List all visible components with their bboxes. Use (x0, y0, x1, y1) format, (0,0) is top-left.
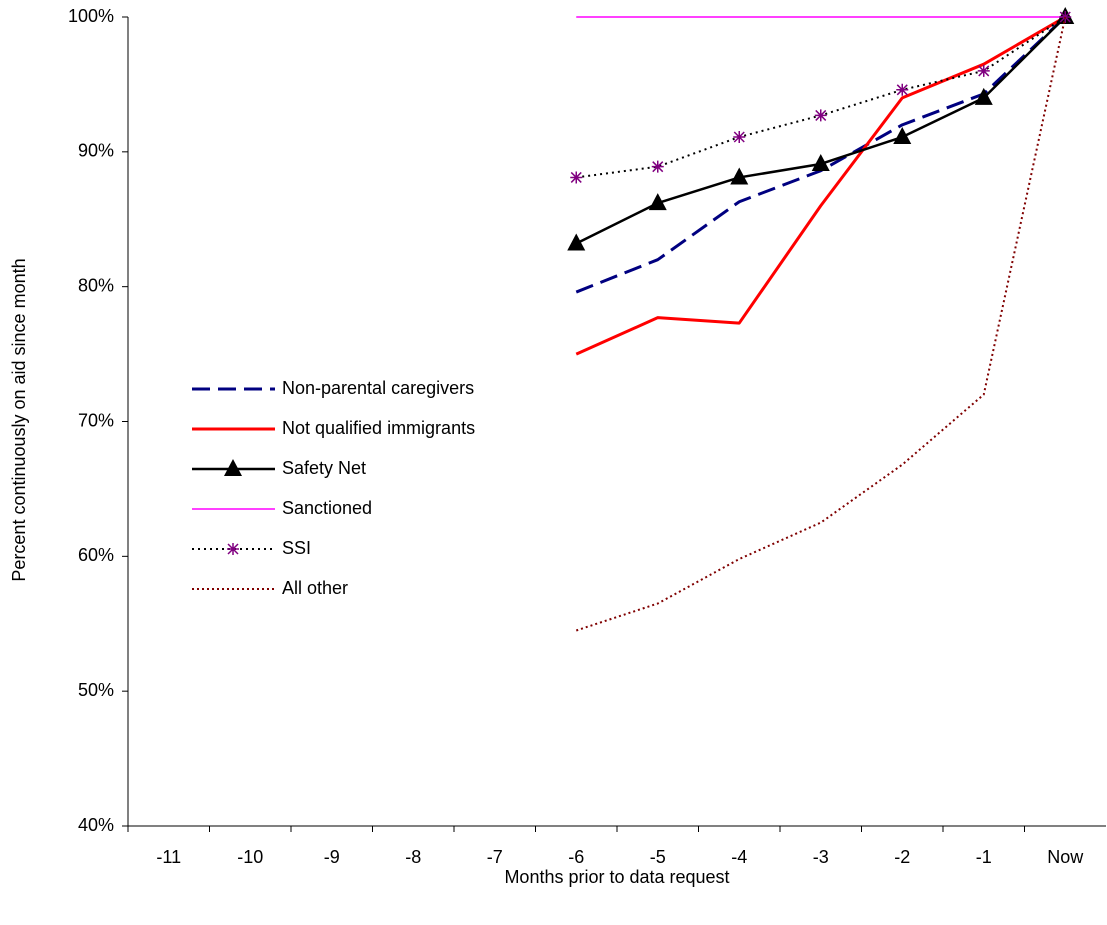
marker (814, 109, 827, 122)
marker (974, 87, 993, 105)
legend-label: All other (282, 578, 348, 598)
x-tick-label: -4 (731, 847, 747, 867)
x-tick-label: -3 (813, 847, 829, 867)
marker (730, 167, 749, 185)
marker (811, 153, 830, 171)
y-tick-label: 80% (78, 275, 114, 295)
marker (570, 171, 583, 184)
series-line (575, 16, 1067, 632)
x-axis-label: Months prior to data request (504, 867, 729, 887)
x-tick-label: -11 (156, 847, 181, 867)
y-axis-label: Percent continuously on aid since month (9, 258, 29, 581)
legend-label: Not qualified immigrants (282, 418, 475, 438)
legend-label: Non-parental caregivers (282, 378, 474, 398)
legend-marker (224, 459, 242, 476)
series-line (575, 15, 1067, 356)
marker (896, 83, 909, 96)
x-tick-label: -5 (650, 847, 666, 867)
x-tick-label: -9 (324, 847, 340, 867)
legend-label: Sanctioned (282, 498, 372, 518)
legend-marker (227, 543, 239, 555)
marker (977, 64, 990, 77)
x-tick-label: -7 (487, 847, 503, 867)
series-line (576, 16, 1066, 179)
legend-label: Safety Net (282, 458, 366, 478)
y-tick-label: 90% (78, 141, 114, 161)
marker (651, 160, 664, 173)
y-tick-label: 70% (78, 410, 114, 430)
y-tick-label: 40% (78, 815, 114, 835)
legend-label: SSI (282, 538, 311, 558)
y-tick-label: 60% (78, 545, 114, 565)
x-tick-label: -6 (568, 847, 584, 867)
marker (648, 193, 667, 211)
marker (733, 131, 746, 144)
x-tick-label: -2 (894, 847, 910, 867)
marker (893, 127, 912, 145)
x-tick-label: Now (1047, 847, 1084, 867)
y-tick-label: 50% (78, 680, 114, 700)
x-tick-label: -8 (405, 847, 421, 867)
x-tick-label: -1 (976, 847, 992, 867)
marker (567, 233, 586, 251)
x-tick-label: -10 (237, 847, 263, 867)
y-tick-label: 100% (68, 6, 114, 26)
